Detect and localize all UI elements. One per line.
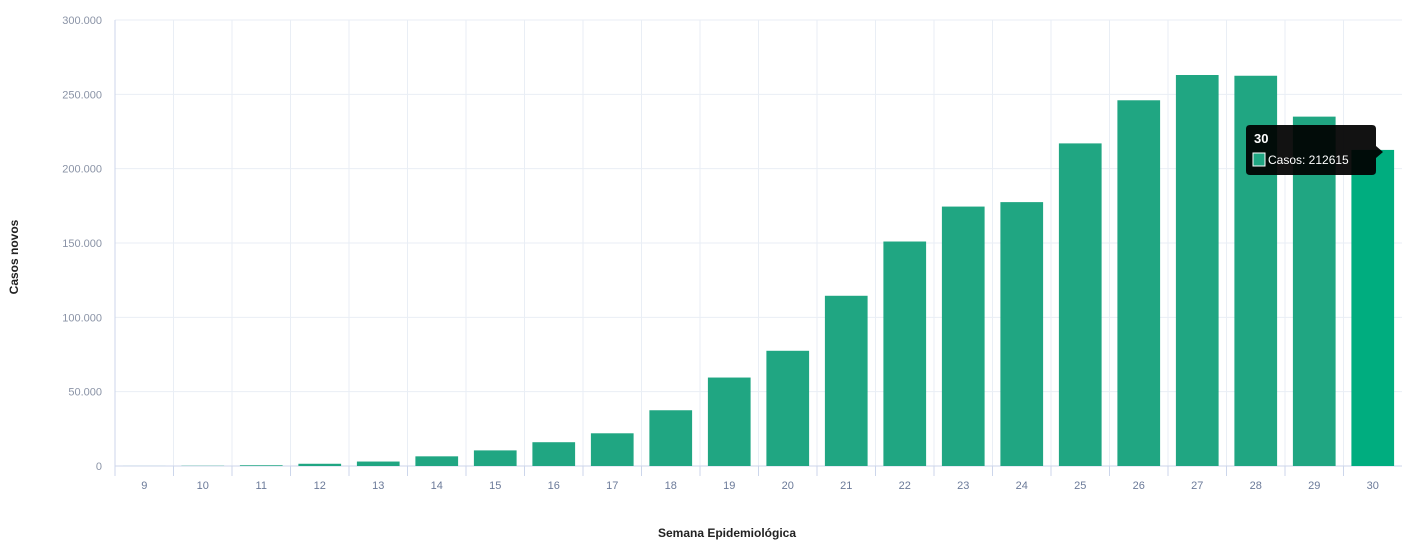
bar-week-26[interactable] xyxy=(1117,100,1161,466)
x-tick-label: 14 xyxy=(431,480,443,492)
bar-week-23[interactable] xyxy=(941,206,985,466)
tooltip-series-swatch xyxy=(1252,152,1266,167)
tooltip-box xyxy=(1246,125,1383,175)
x-tick-label: 11 xyxy=(256,480,267,492)
bar-week-19[interactable] xyxy=(707,377,751,466)
bar-week-30[interactable] xyxy=(1351,149,1395,467)
x-tick-label: 24 xyxy=(1016,480,1028,492)
grid-lines xyxy=(115,19,1402,466)
x-tick-label: 25 xyxy=(1074,480,1086,492)
bar-week-22[interactable] xyxy=(883,241,927,466)
x-tick-label: 27 xyxy=(1191,480,1203,492)
tooltip-series-value: Casos: 212615 xyxy=(1268,153,1349,167)
x-axis-title: Semana Epidemiológica xyxy=(658,526,796,540)
x-tick-label: 29 xyxy=(1308,480,1320,492)
x-tick-label: 19 xyxy=(723,480,735,492)
x-tick-label: 26 xyxy=(1133,480,1145,492)
chart-tooltip: 30 Casos: 212615 xyxy=(1246,125,1383,175)
y-tick-label: 100.000 xyxy=(62,312,102,324)
bar-week-24[interactable] xyxy=(1000,202,1044,466)
bar-week-21[interactable] xyxy=(824,295,868,466)
x-tick-label: 12 xyxy=(314,480,326,492)
x-tick-label: 22 xyxy=(899,480,911,492)
x-tick-label: 17 xyxy=(606,480,618,492)
bar-week-27[interactable] xyxy=(1175,75,1219,467)
tooltip-title: 30 xyxy=(1254,131,1268,146)
bar-week-15[interactable] xyxy=(473,450,517,466)
x-tick-label: 9 xyxy=(141,480,147,492)
y-tick-labels: 0 50.000 100.000 150.000 200.000 250.000 300.0… xyxy=(62,15,102,473)
bar-week-18[interactable] xyxy=(649,410,693,466)
x-tick-label: 20 xyxy=(782,480,794,492)
bar-week-17[interactable] xyxy=(590,433,634,466)
y-axis-title: Casos novos xyxy=(7,219,21,294)
x-tick-label: 18 xyxy=(665,480,677,492)
bars xyxy=(122,75,1395,467)
x-tick-label: 21 xyxy=(840,480,852,492)
bar-week-12[interactable] xyxy=(298,463,342,466)
x-tick-label: 30 xyxy=(1367,480,1379,492)
y-tick-label: 200.000 xyxy=(62,164,102,176)
x-tick-label: 23 xyxy=(957,480,969,492)
bar-week-16[interactable] xyxy=(532,442,576,466)
bar-week-20[interactable] xyxy=(766,350,810,466)
x-tick-label: 16 xyxy=(548,480,560,492)
x-tick-label: 15 xyxy=(489,480,501,492)
y-tick-label: 0 xyxy=(96,461,102,473)
y-tick-label: 50.000 xyxy=(68,387,102,399)
y-tick-label: 300.000 xyxy=(62,15,102,27)
x-tick-label: 28 xyxy=(1250,480,1262,492)
bar-week-25[interactable] xyxy=(1058,143,1102,467)
y-tick-label: 150.000 xyxy=(62,238,102,250)
x-tick-label: 13 xyxy=(372,480,384,492)
x-tick-label: 10 xyxy=(197,480,209,492)
bar-week-11[interactable] xyxy=(239,465,283,466)
x-tick-labels: 9 10 11 12 13 14 15 16 17 18 19 20 21 22 23 24 25 26 27 28 2… xyxy=(141,480,1379,492)
bar-week-14[interactable] xyxy=(415,456,459,466)
bar-week-13[interactable] xyxy=(356,461,400,466)
y-tick-label: 250.000 xyxy=(62,89,102,101)
